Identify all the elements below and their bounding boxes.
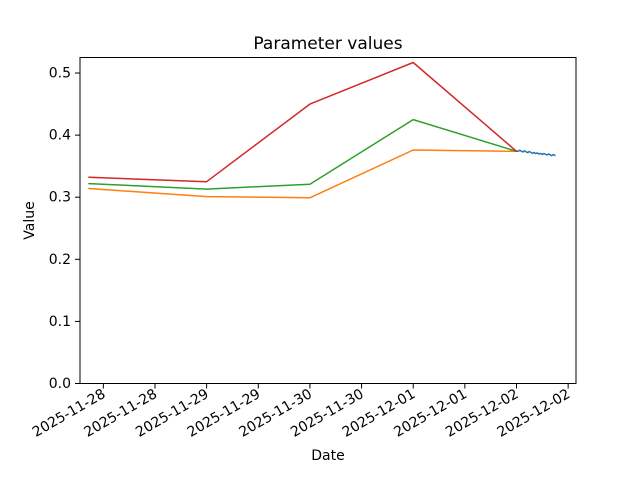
x-axis-label: Date <box>311 448 344 464</box>
series-red-line <box>88 61 518 183</box>
y-tick-label: 0.1 <box>49 314 71 330</box>
y-axis-label: Value <box>22 201 38 239</box>
series-green-line <box>88 118 518 190</box>
series-orange-line <box>88 149 518 199</box>
y-tick-label: 0.3 <box>49 190 71 206</box>
y-tick-label: 0.4 <box>49 128 71 144</box>
y-tick-label: 0.0 <box>49 376 71 392</box>
y-tick-label: 0.2 <box>49 252 71 268</box>
series-blue-noisy-line <box>515 149 556 157</box>
axes-frame <box>79 57 577 384</box>
chart-title: Parameter values <box>253 34 402 54</box>
y-tick-label: 0.5 <box>49 66 71 82</box>
